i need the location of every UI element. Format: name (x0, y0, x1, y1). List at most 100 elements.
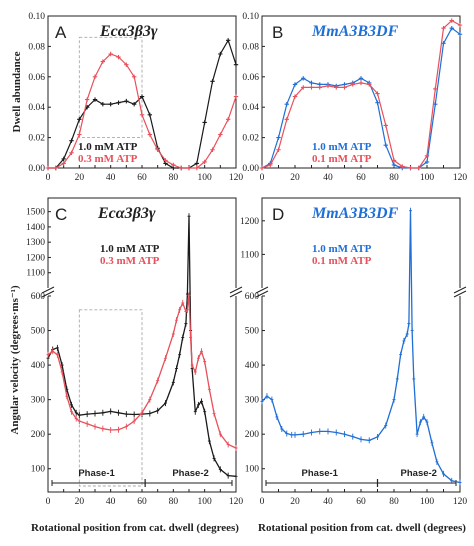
panel-b-xtick-label-0: 0 (260, 173, 265, 183)
panel-c-series-0-point-34 (218, 466, 222, 473)
panel-d-xlabel: Rotational position from cat. dwell (deg… (258, 522, 466, 534)
panel-c-series-1-point-4 (65, 393, 69, 400)
panel-b-series-1-point-19 (416, 165, 421, 171)
panel-c-ytick-label-1300: 1300 (26, 238, 45, 248)
panel-b-series-1-point-1 (268, 162, 273, 168)
panel-a-ytick-label-1: 0.02 (28, 134, 45, 144)
panel-a-series-1-point-21 (210, 147, 215, 152)
panel-c-series-1-point-19 (171, 331, 175, 337)
panel-c-series-1-point-9 (93, 423, 97, 430)
panel-a-legend-2: 0.3 mM ATP (78, 153, 138, 165)
panel-a-series-1-point-12 (139, 112, 145, 117)
panel-a-series-0-point-13 (147, 112, 153, 117)
panel-c-series-1-point-34 (218, 431, 222, 438)
panel-a-series-0-point-23 (225, 38, 231, 43)
panel-d-axis-break-right (453, 286, 467, 298)
panel-c-series-0-point-7 (77, 412, 81, 419)
panel-c-series-1-point-11 (109, 427, 113, 434)
panel-d-legend-1: 1.0 mM ATP (312, 243, 372, 255)
panel-d-series-0-point-19 (392, 396, 396, 403)
panel-d-series-0-point-12 (334, 429, 338, 436)
panel-d-xtick-label-20: 20 (290, 497, 300, 507)
panel-d-series-0-point-3 (275, 413, 279, 420)
panel-b-series-0-point-12 (358, 76, 364, 81)
panel-c-series-1-point-35 (226, 441, 230, 448)
panel-a-title: Ecα3β3γ (99, 23, 158, 40)
panel-a-ytick-label-2: 0.04 (28, 103, 45, 113)
panel-d-xtick-label-60: 60 (356, 497, 366, 507)
panel-c-series-0-point-16 (148, 410, 152, 417)
panel-c-xtick-label-120: 120 (229, 497, 244, 507)
panel-d-series-0-point-23 (405, 331, 409, 337)
panel-a-series-1-point-10 (124, 62, 129, 67)
panel-c-series-1-point-16 (148, 396, 152, 403)
panel-a-series-1-point-24 (233, 94, 239, 99)
panel-a-ylabel: Dwell abundance (11, 51, 23, 132)
panel-d-series-0-point-9 (310, 429, 313, 436)
panel-c-axis-break-left (41, 286, 55, 298)
panel-c-axis-break-right (229, 286, 243, 298)
panel-a-series-0-point-11 (131, 101, 137, 107)
panel-b-legend-2: 0.1 mM ATP (312, 153, 372, 165)
panel-b-series-1-point-7 (317, 85, 322, 90)
panel-d-letter: D (272, 205, 284, 224)
panel-b-xtick-label-120: 120 (453, 173, 468, 183)
panel-c-series-0-point-25 (187, 213, 191, 220)
panel-b-series-1-point-8 (325, 83, 331, 89)
panel-c-series-1-point-13 (124, 423, 128, 430)
panel-b-ytick-label-0: 0.00 (242, 164, 259, 174)
panel-c-ytick-label-1400: 1400 (26, 223, 45, 233)
panel-c-series-1-point-10 (101, 425, 105, 432)
panel-b-ytick-label-4: 0.08 (242, 42, 259, 52)
panel-c-series-0-point-24 (185, 291, 189, 297)
panel-d-xtick-label-40: 40 (323, 497, 333, 507)
panel-d-axis-break-left (255, 286, 269, 298)
panel-c-series-1-point-15 (140, 409, 144, 416)
panel-d-series-0-point-31 (425, 419, 429, 426)
panel-b-series-1-point-17 (400, 164, 405, 169)
panel-d-ytick-label-600: 600 (245, 292, 260, 302)
panel-d-axis-break-left-mask (256, 288, 268, 296)
panel-b-series-1-point-20 (424, 153, 430, 159)
panel-c-ytick-label-1100: 1100 (26, 269, 45, 279)
panel-b-series-0-point-6 (309, 80, 314, 86)
panel-c-series-0-point-14 (132, 411, 136, 418)
panel-c-ytick-label-100: 100 (31, 465, 46, 475)
panel-a-series-0-point-22 (218, 51, 223, 57)
panel-b-xtick-label-20: 20 (290, 173, 300, 183)
panel-b: B MmA3B3DF 1.0 mM ATP 0.1 mM ATP 0 20 40 60… (242, 12, 467, 183)
panel-c-series-1-point-7 (77, 418, 81, 425)
panel-b-series-1-point-13 (367, 82, 372, 87)
panel-c-series-0-point-23 (184, 320, 188, 327)
panel-d: D MmA3B3DF 1.0 mM ATP 0.1 mM ATP 0 20 40 60… (240, 197, 467, 507)
panel-c-series-0-point-31 (203, 408, 207, 415)
panel-d-series-0-point-4 (280, 426, 284, 432)
panel-c-series-0-point-19 (171, 379, 175, 386)
panel-a-letter: A (55, 23, 67, 42)
panel-b-series-1-point-3 (284, 117, 289, 122)
panel-a-series-0-point-19 (194, 161, 200, 166)
panel-c-series-1-point-18 (164, 355, 167, 362)
panel-c-highlight-box (78, 309, 143, 487)
panel-c-xtick-label-40: 40 (106, 497, 116, 507)
panel-c-xtick-label-100: 100 (198, 497, 213, 507)
panel-b-series-1-point-5 (301, 85, 306, 90)
panel-d-series-0-point-30 (422, 413, 426, 420)
panel-a-series-0-line (48, 38, 237, 169)
panel-d-series-0-point-27 (412, 375, 416, 382)
panel-c-series-1-point-25 (187, 292, 191, 299)
panel-b-xtick-label-80: 80 (389, 173, 399, 183)
panel-d-phase-label-1: Phase-2 (401, 468, 437, 479)
panel-c-series-0-point-18 (164, 400, 167, 407)
panel-d-ytick-label-100: 100 (245, 465, 260, 475)
panel-d-series-0-point-11 (326, 428, 330, 435)
panel-a-series-1-point-1 (53, 165, 59, 171)
panel-c-series-0-point-29 (196, 401, 200, 408)
panel-b-xtick-label-40: 40 (323, 173, 333, 183)
panel-c-series-0-point-2 (55, 344, 59, 351)
panel-a: A Ecα3β3γ Dwell abundance 1.0 mM ATP 0.3… (11, 12, 243, 183)
panel-c-series-1-point-8 (85, 420, 89, 427)
panel-b-series-1-point-16 (391, 158, 397, 163)
panel-d-series-0-point-20 (395, 375, 399, 382)
panel-c-series-0-point-28 (193, 408, 197, 415)
